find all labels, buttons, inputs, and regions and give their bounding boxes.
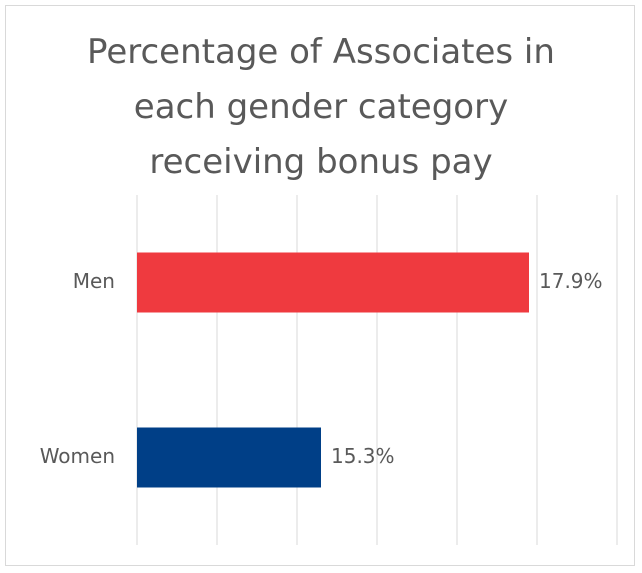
y-tick-label: Men: [73, 269, 115, 293]
bar: [137, 252, 529, 313]
y-tick-label: Women: [40, 444, 115, 468]
chart-title: Percentage of Associates in each gender …: [87, 32, 555, 182]
value-label: 15.3%: [331, 444, 395, 468]
chart-frame: [5, 5, 635, 566]
value-label: 17.9%: [539, 269, 603, 293]
bar: [137, 427, 321, 488]
